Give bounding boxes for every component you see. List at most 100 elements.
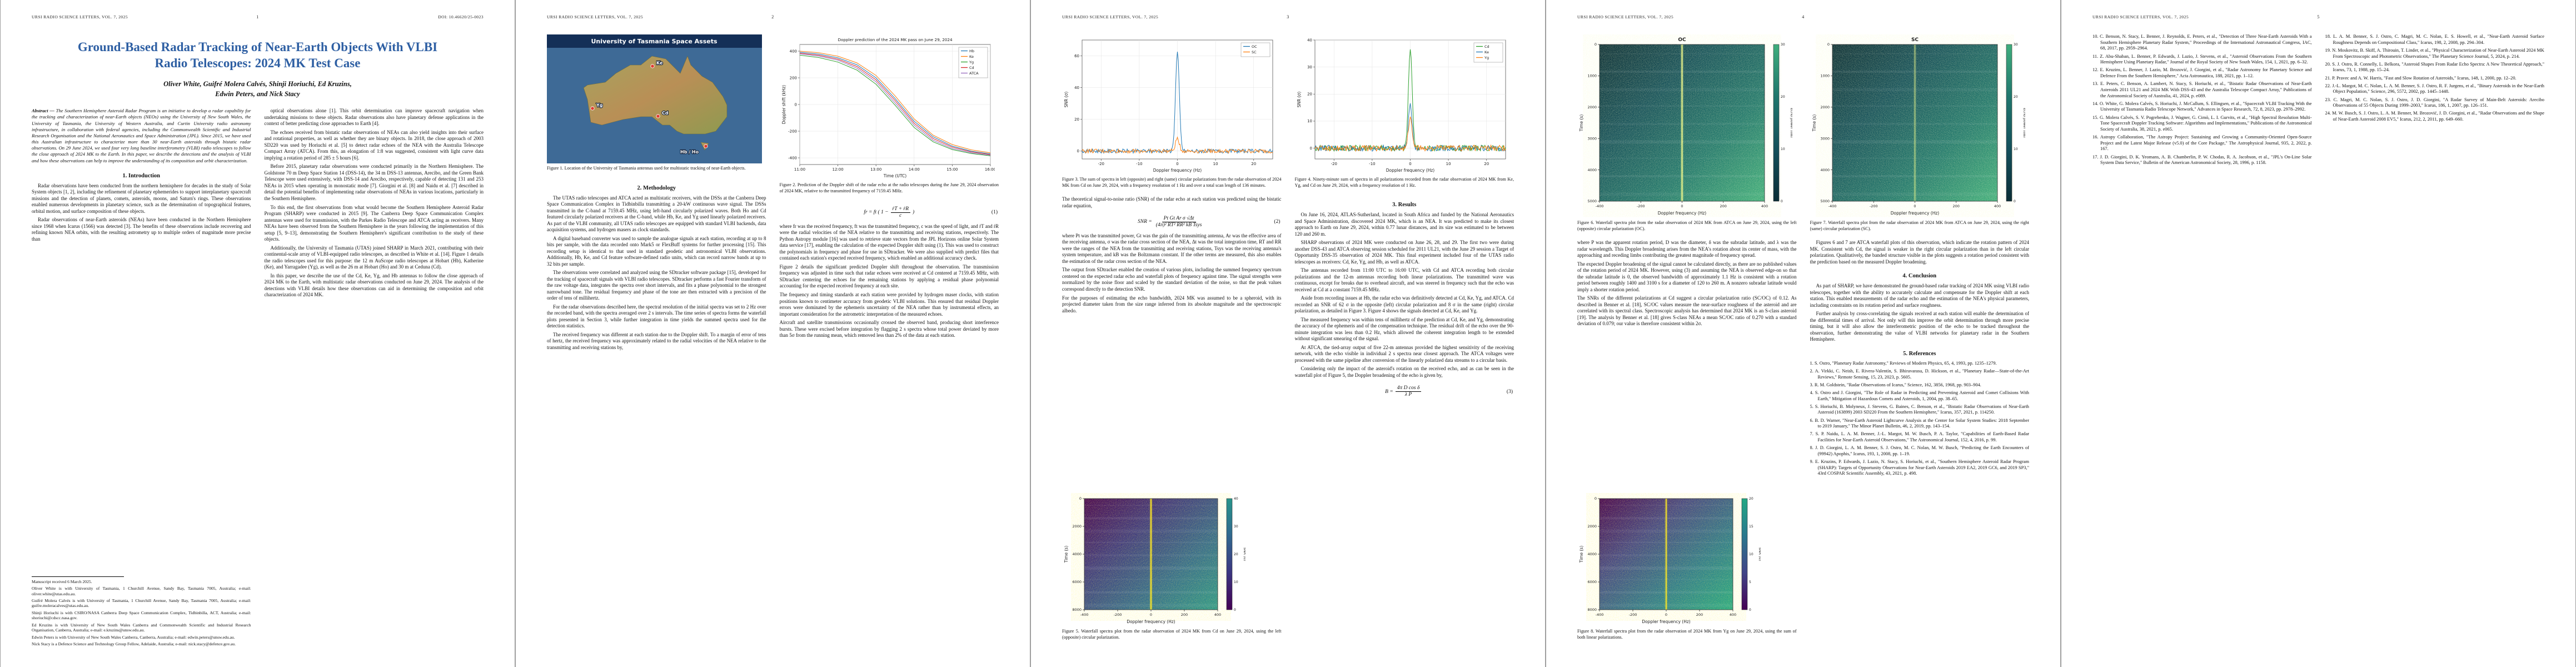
svg-text:10: 10 <box>1781 147 1785 151</box>
svg-text:-200: -200 <box>1114 613 1122 617</box>
body-paragraph: The received frequency was different at … <box>547 331 766 350</box>
figure-4-caption: Figure 4. Ninety-minute sum of spectra i… <box>1294 177 1514 188</box>
svg-text:Echo power (dB): Echo power (dB) <box>1790 108 1792 138</box>
svg-text:-200: -200 <box>1629 613 1637 617</box>
page-number: 4 <box>1802 14 1805 19</box>
svg-text:-400: -400 <box>1596 613 1604 617</box>
running-head: URSI RADIO SCIENCE LETTERS, VOL. 7, 2025… <box>32 14 484 19</box>
body-paragraph: A digital baseband converter was used to… <box>547 235 766 267</box>
svg-text:5000: 5000 <box>1820 199 1830 203</box>
svg-text:SNR (σ): SNR (σ) <box>1064 92 1069 108</box>
svg-text:60: 60 <box>1074 54 1079 58</box>
references-list-right: 18. L. A. M. Benner, S. J. Ostro, C. Mag… <box>2325 34 2545 125</box>
page3-column-right: 0 10 20 30 40 -20 -10 0 10 20 Doppler frequency (H… <box>1295 34 1514 648</box>
svg-text:SNR (σ): SNR (σ) <box>1297 92 1302 108</box>
page-5: URSI RADIO SCIENCE LETTERS, VOL. 7, 2025… <box>2061 0 2576 667</box>
page-number: 1 <box>256 14 259 19</box>
svg-text:-400: -400 <box>1596 204 1604 208</box>
equation-3-denominator: λ P <box>1404 392 1412 398</box>
reference-item: 9. E. Kruzins, P. Edwards, J. Lazio, N. … <box>1810 459 2030 476</box>
svg-text:-200: -200 <box>1869 204 1877 208</box>
reference-item: 8. J. D. Giorgini, L. A. M. Benner, S. J… <box>1810 445 2030 456</box>
reference-item: 2. A. Virkki, C. Neish, E. Rivera-Valent… <box>1810 368 2030 380</box>
svg-text:Yg: Yg <box>1484 56 1489 60</box>
footnote-item: Shinji Horiuchi is with CSIRO/NASA Canbe… <box>32 610 251 621</box>
abstract-text: The Southern Hemisphere Asteroid Radar P… <box>32 108 251 163</box>
authors-line-1: Oliver White, Guifré Molera Calvés, Shin… <box>163 80 352 88</box>
svg-text:0: 0 <box>2014 200 2016 203</box>
body-paragraph: Aside from recording issues at Hb, the r… <box>1294 295 1514 314</box>
svg-text:Hb: Hb <box>969 49 974 53</box>
svg-text:5000: 5000 <box>1587 199 1597 203</box>
figure-6-caption: Figure 6. Waterfall spectra plot from th… <box>1577 220 1797 231</box>
body-paragraph: Figures 6 and 7 are ATCA waterfall plots… <box>1810 240 2030 265</box>
footnote-item: Manuscript received 6 March 2025. <box>32 579 92 584</box>
page2-column-left: University of Tasmania Space Assets Ke Y… <box>547 34 766 648</box>
methodology-paragraphs-left: The UTAS radio telescopes and ATCA acted… <box>547 195 766 354</box>
svg-text:0: 0 <box>1077 149 1079 153</box>
svg-text:Cd: Cd <box>969 66 974 70</box>
equation-1-rhs: ) <box>913 210 915 216</box>
results-paragraphs-left: where Pt was the transmitted power, Gt w… <box>1062 233 1282 316</box>
svg-text:Doppler frequency (Hz): Doppler frequency (Hz) <box>1890 211 1939 216</box>
body-paragraph: The output from SDtracker enabled the cr… <box>1062 267 1282 292</box>
body-paragraph: Radar observations have been conducted f… <box>32 182 251 214</box>
reference-item: 12. E. Kruzins, L. Benner, J. Lazio, M. … <box>2092 67 2312 79</box>
svg-text:40: 40 <box>1234 497 1238 501</box>
page1-column-left: Abstract — The Southern Hemisphere Aster… <box>32 108 251 648</box>
body-paragraph: The SNRs of the different polarizations … <box>1577 295 1797 327</box>
page-4: URSI RADIO SCIENCE LETTERS, VOL. 7, 2025… <box>1546 0 2061 667</box>
svg-text:SNR (σ): SNR (σ) <box>1243 547 1245 561</box>
page5-column-right: 18. L. A. M. Benner, S. J. Ostro, C. Mag… <box>2325 34 2545 648</box>
figure-8-caption: Figure 8. Waterfall spectra plot from th… <box>1577 629 1797 640</box>
svg-text:Ke: Ke <box>969 54 974 59</box>
svg-text:10: 10 <box>1213 162 1218 166</box>
abstract-label: Abstract — <box>32 108 56 114</box>
body-paragraph: Additionally, the University of Tasmania… <box>264 245 484 270</box>
svg-text:0: 0 <box>1595 42 1597 47</box>
figure-4-chart: 0 10 20 30 40 -20 -10 0 10 20 Doppler frequency (H… <box>1297 38 1506 173</box>
svg-text:0: 0 <box>1409 162 1411 166</box>
equation-2-denominator: (4π)² RT² RR² kB Tsys <box>1155 222 1202 228</box>
figure-7-chart: -400 -200 0 200 400010002000300040005000SCDo… <box>1812 37 2025 216</box>
reference-item: 22. J.-L. Margot, M. C. Nolan, L. A. M. … <box>2325 83 2545 94</box>
station-marker-ke <box>650 64 655 68</box>
svg-text:SC: SC <box>1252 50 1257 54</box>
equation-3-lhs: B = <box>1385 389 1393 395</box>
svg-text:30: 30 <box>1307 65 1312 69</box>
abstract: Abstract — The Southern Hemisphere Aster… <box>32 108 251 164</box>
svg-text:SNR (σ): SNR (σ) <box>1758 547 1761 561</box>
svg-text:Time (s): Time (s) <box>1579 546 1584 564</box>
svg-text:0: 0 <box>1681 204 1683 208</box>
svg-text:-400: -400 <box>1080 613 1089 617</box>
station-label-hb: Hb / Ho <box>680 150 699 155</box>
reference-item: 15. G. Molera Calvés, S. V. Pogrebenko, … <box>2092 115 2312 132</box>
svg-text:400: 400 <box>1730 613 1736 617</box>
svg-text:400: 400 <box>1994 204 2000 208</box>
svg-text:4000: 4000 <box>1820 168 1830 172</box>
svg-text:-200: -200 <box>788 129 797 133</box>
equation-3: B = 4π D cos δ λ P (3) <box>1295 385 1514 398</box>
body-paragraph: Radar observations of near-Earth asteroi… <box>32 217 251 242</box>
svg-text:Time (UTC): Time (UTC) <box>883 173 906 178</box>
body-paragraph: In this paper, we describe the use of th… <box>264 272 484 298</box>
reference-item: 21. P. Pravec and A. W. Harris, "Fast an… <box>2325 75 2517 81</box>
page-number: 2 <box>771 14 774 19</box>
page5-column-left: 10. C. Benson, N. Stacy, L. Benner, J. R… <box>2092 34 2312 648</box>
svg-text:400: 400 <box>1214 613 1221 617</box>
svg-text:2000: 2000 <box>1072 524 1082 529</box>
footnote-item: Oliver White is with University of Tasma… <box>32 585 251 596</box>
results-paragraphs-right: On June 16, 2024, ATLAS-Sutherland, loca… <box>1295 212 1514 381</box>
svg-text:3000: 3000 <box>1587 136 1597 141</box>
svg-text:40: 40 <box>1074 86 1079 90</box>
intro-paragraphs-left: Radar observations have been conducted f… <box>32 183 251 245</box>
page-1: URSI RADIO SCIENCE LETTERS, VOL. 7, 2025… <box>0 0 515 667</box>
svg-text:0: 0 <box>1234 608 1236 612</box>
equation-3-numerator: 4π D cos δ <box>1395 385 1422 392</box>
svg-text:Doppler frequency (Hz): Doppler frequency (Hz) <box>1127 619 1175 624</box>
svg-text:0: 0 <box>1595 496 1597 501</box>
svg-text:-400: -400 <box>1828 204 1836 208</box>
svg-text:6000: 6000 <box>1072 580 1082 584</box>
svg-text:20: 20 <box>1781 95 1785 99</box>
footnote-item: Nick Stacy is a Defence Science and Tech… <box>32 641 236 646</box>
